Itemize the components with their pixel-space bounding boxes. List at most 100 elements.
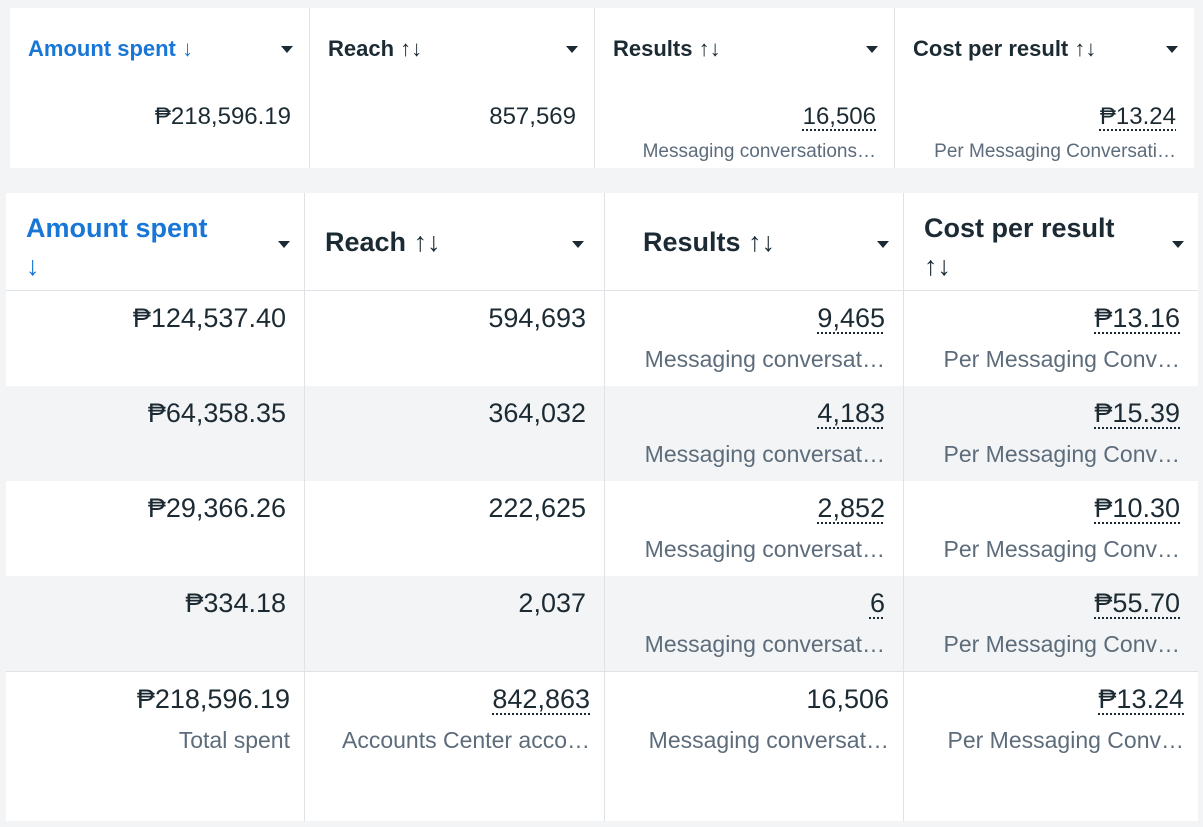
- total-subtext: Per Messaging Conv…: [947, 727, 1185, 753]
- total-subtext: Accounts Center acco…: [341, 727, 590, 753]
- column-title[interactable]: Reach ↑↓: [328, 36, 423, 61]
- column-title[interactable]: Amount spent ↓: [26, 213, 208, 281]
- reach-value: 594,693: [488, 303, 586, 333]
- summary-subtext: Messaging conversations…: [642, 141, 876, 162]
- summary-header-cost-per-result[interactable]: Cost per result ↑↓: [895, 8, 1194, 88]
- results-link[interactable]: 9,465: [817, 303, 885, 333]
- sort-icon[interactable]: ↑↓: [1074, 36, 1097, 61]
- results-subtext: Messaging conversat…: [644, 346, 885, 372]
- header-cost-per-result[interactable]: Cost per result ↑↓: [904, 193, 1198, 291]
- results-link[interactable]: 4,183: [817, 398, 885, 428]
- amount-value: ₱64,358.35: [147, 398, 286, 428]
- table-cell: 9,465 Messaging conversat…: [605, 291, 903, 386]
- column-amount-spent: Amount spent ↓ ₱124,537.40 ₱64,358.35 ₱2…: [6, 193, 305, 821]
- sort-icon[interactable]: ↑↓: [924, 251, 951, 281]
- total-cost-link[interactable]: ₱13.24: [1098, 684, 1184, 714]
- column-title[interactable]: Reach ↑↓: [325, 227, 441, 257]
- total-results-value: 16,506: [806, 684, 889, 714]
- column-title[interactable]: Cost per result ↑↓: [924, 213, 1115, 281]
- total-amount-value: ₱218,596.19: [136, 684, 290, 714]
- reach-value: 364,032: [488, 398, 586, 428]
- caret-down-icon[interactable]: [1172, 241, 1184, 248]
- amount-value: ₱124,537.40: [132, 303, 286, 333]
- total-cell: 842,863 Accounts Center acco…: [305, 671, 604, 766]
- table-cell: 4,183 Messaging conversat…: [605, 386, 903, 481]
- column-results: Results ↑↓ 9,465 Messaging conversat… 4,…: [605, 193, 904, 821]
- cost-link[interactable]: ₱55.70: [1094, 588, 1180, 618]
- results-link[interactable]: 6: [869, 588, 885, 618]
- column-title[interactable]: Results ↑↓: [613, 36, 721, 61]
- amount-value: ₱334.18: [185, 588, 286, 618]
- cost-subtext: Per Messaging Conv…: [943, 346, 1181, 372]
- summary-subtext: Per Messaging Conversati…: [934, 141, 1176, 162]
- results-subtext: Messaging conversat…: [644, 441, 885, 467]
- sort-icon[interactable]: ↑↓: [400, 36, 423, 61]
- summary-column-amount-spent: Amount spent ↓ ₱218,596.19: [10, 8, 310, 168]
- header-results[interactable]: Results ↑↓: [605, 193, 903, 291]
- results-subtext: Messaging conversat…: [644, 631, 885, 657]
- column-title[interactable]: Cost per result ↑↓: [913, 36, 1097, 61]
- cost-link[interactable]: ₱15.39: [1094, 398, 1180, 428]
- table-cell: 6 Messaging conversat…: [605, 576, 903, 671]
- column-cost-per-result: Cost per result ↑↓ ₱13.16 Per Messaging …: [904, 193, 1198, 821]
- sort-icon[interactable]: ↑↓: [413, 227, 441, 257]
- summary-column-reach: Reach ↑↓ 857,569: [310, 8, 595, 168]
- table-cell: ₱64,358.35: [6, 386, 304, 481]
- total-subtext: Messaging conversat…: [648, 727, 889, 753]
- summary-header-reach[interactable]: Reach ↑↓: [310, 8, 594, 88]
- summary-value: 857,569: [489, 103, 576, 130]
- amount-value: ₱29,366.26: [147, 493, 286, 523]
- column-title[interactable]: Results ↑↓: [643, 227, 776, 257]
- summary-column-cost-per-result: Cost per result ↑↓ ₱13.24 Per Messaging …: [895, 8, 1194, 168]
- sort-icon[interactable]: ↑↓: [698, 36, 721, 61]
- table-cell: 364,032: [305, 386, 604, 481]
- table-cell: ₱15.39 Per Messaging Conv…: [904, 386, 1198, 481]
- table-cell: 2,852 Messaging conversat…: [605, 481, 903, 576]
- caret-down-icon[interactable]: [572, 241, 584, 248]
- table-cell: ₱10.30 Per Messaging Conv…: [904, 481, 1198, 576]
- summary-header-amount-spent[interactable]: Amount spent ↓: [10, 8, 309, 88]
- reach-value: 222,625: [488, 493, 586, 523]
- caret-down-icon[interactable]: [866, 46, 878, 53]
- caret-down-icon[interactable]: [278, 241, 290, 248]
- summary-value: ₱218,596.19: [154, 103, 291, 130]
- cost-link[interactable]: ₱10.30: [1094, 493, 1180, 523]
- cost-subtext: Per Messaging Conv…: [943, 536, 1181, 562]
- caret-down-icon[interactable]: [281, 46, 293, 53]
- column-reach: Reach ↑↓ 594,693 364,032 222,625 2,037 8…: [305, 193, 605, 821]
- results-table: Amount spent ↓ ₱124,537.40 ₱64,358.35 ₱2…: [6, 193, 1198, 821]
- summary-value-link[interactable]: ₱13.24: [1099, 103, 1176, 130]
- cost-subtext: Per Messaging Conv…: [943, 631, 1181, 657]
- table-cell: ₱55.70 Per Messaging Conv…: [904, 576, 1198, 671]
- table-cell: ₱13.16 Per Messaging Conv…: [904, 291, 1198, 386]
- table-cell: ₱124,537.40: [6, 291, 304, 386]
- summary-value-link[interactable]: 16,506: [802, 103, 876, 130]
- total-cell: ₱13.24 Per Messaging Conv…: [904, 671, 1198, 766]
- summary-column-results: Results ↑↓ 16,506 Messaging conversation…: [595, 8, 895, 168]
- sort-descending-icon[interactable]: ↓: [182, 36, 194, 61]
- results-subtext: Messaging conversat…: [644, 536, 885, 562]
- caret-down-icon[interactable]: [1166, 46, 1178, 53]
- caret-down-icon[interactable]: [566, 46, 578, 53]
- table-cell: 222,625: [305, 481, 604, 576]
- table-cell: 594,693: [305, 291, 604, 386]
- summary-panel: Amount spent ↓ ₱218,596.19 Reach ↑↓ 857,…: [10, 8, 1194, 168]
- results-link[interactable]: 2,852: [817, 493, 885, 523]
- total-subtext: Total spent: [178, 727, 290, 753]
- header-amount-spent[interactable]: Amount spent ↓: [6, 193, 304, 291]
- column-title[interactable]: Amount spent ↓: [28, 36, 194, 61]
- total-cell: 16,506 Messaging conversat…: [605, 671, 903, 766]
- table-cell: 2,037: [305, 576, 604, 671]
- caret-down-icon[interactable]: [877, 241, 889, 248]
- summary-header-results[interactable]: Results ↑↓: [595, 8, 894, 88]
- table-cell: ₱334.18: [6, 576, 304, 671]
- total-cell: ₱218,596.19 Total spent: [6, 671, 304, 766]
- sort-icon[interactable]: ↑↓: [748, 227, 776, 257]
- sort-descending-icon[interactable]: ↓: [26, 251, 40, 281]
- reach-value: 2,037: [518, 588, 586, 618]
- header-reach[interactable]: Reach ↑↓: [305, 193, 604, 291]
- cost-link[interactable]: ₱13.16: [1094, 303, 1180, 333]
- table-cell: ₱29,366.26: [6, 481, 304, 576]
- cost-subtext: Per Messaging Conv…: [943, 441, 1181, 467]
- total-reach-link[interactable]: 842,863: [492, 684, 590, 714]
